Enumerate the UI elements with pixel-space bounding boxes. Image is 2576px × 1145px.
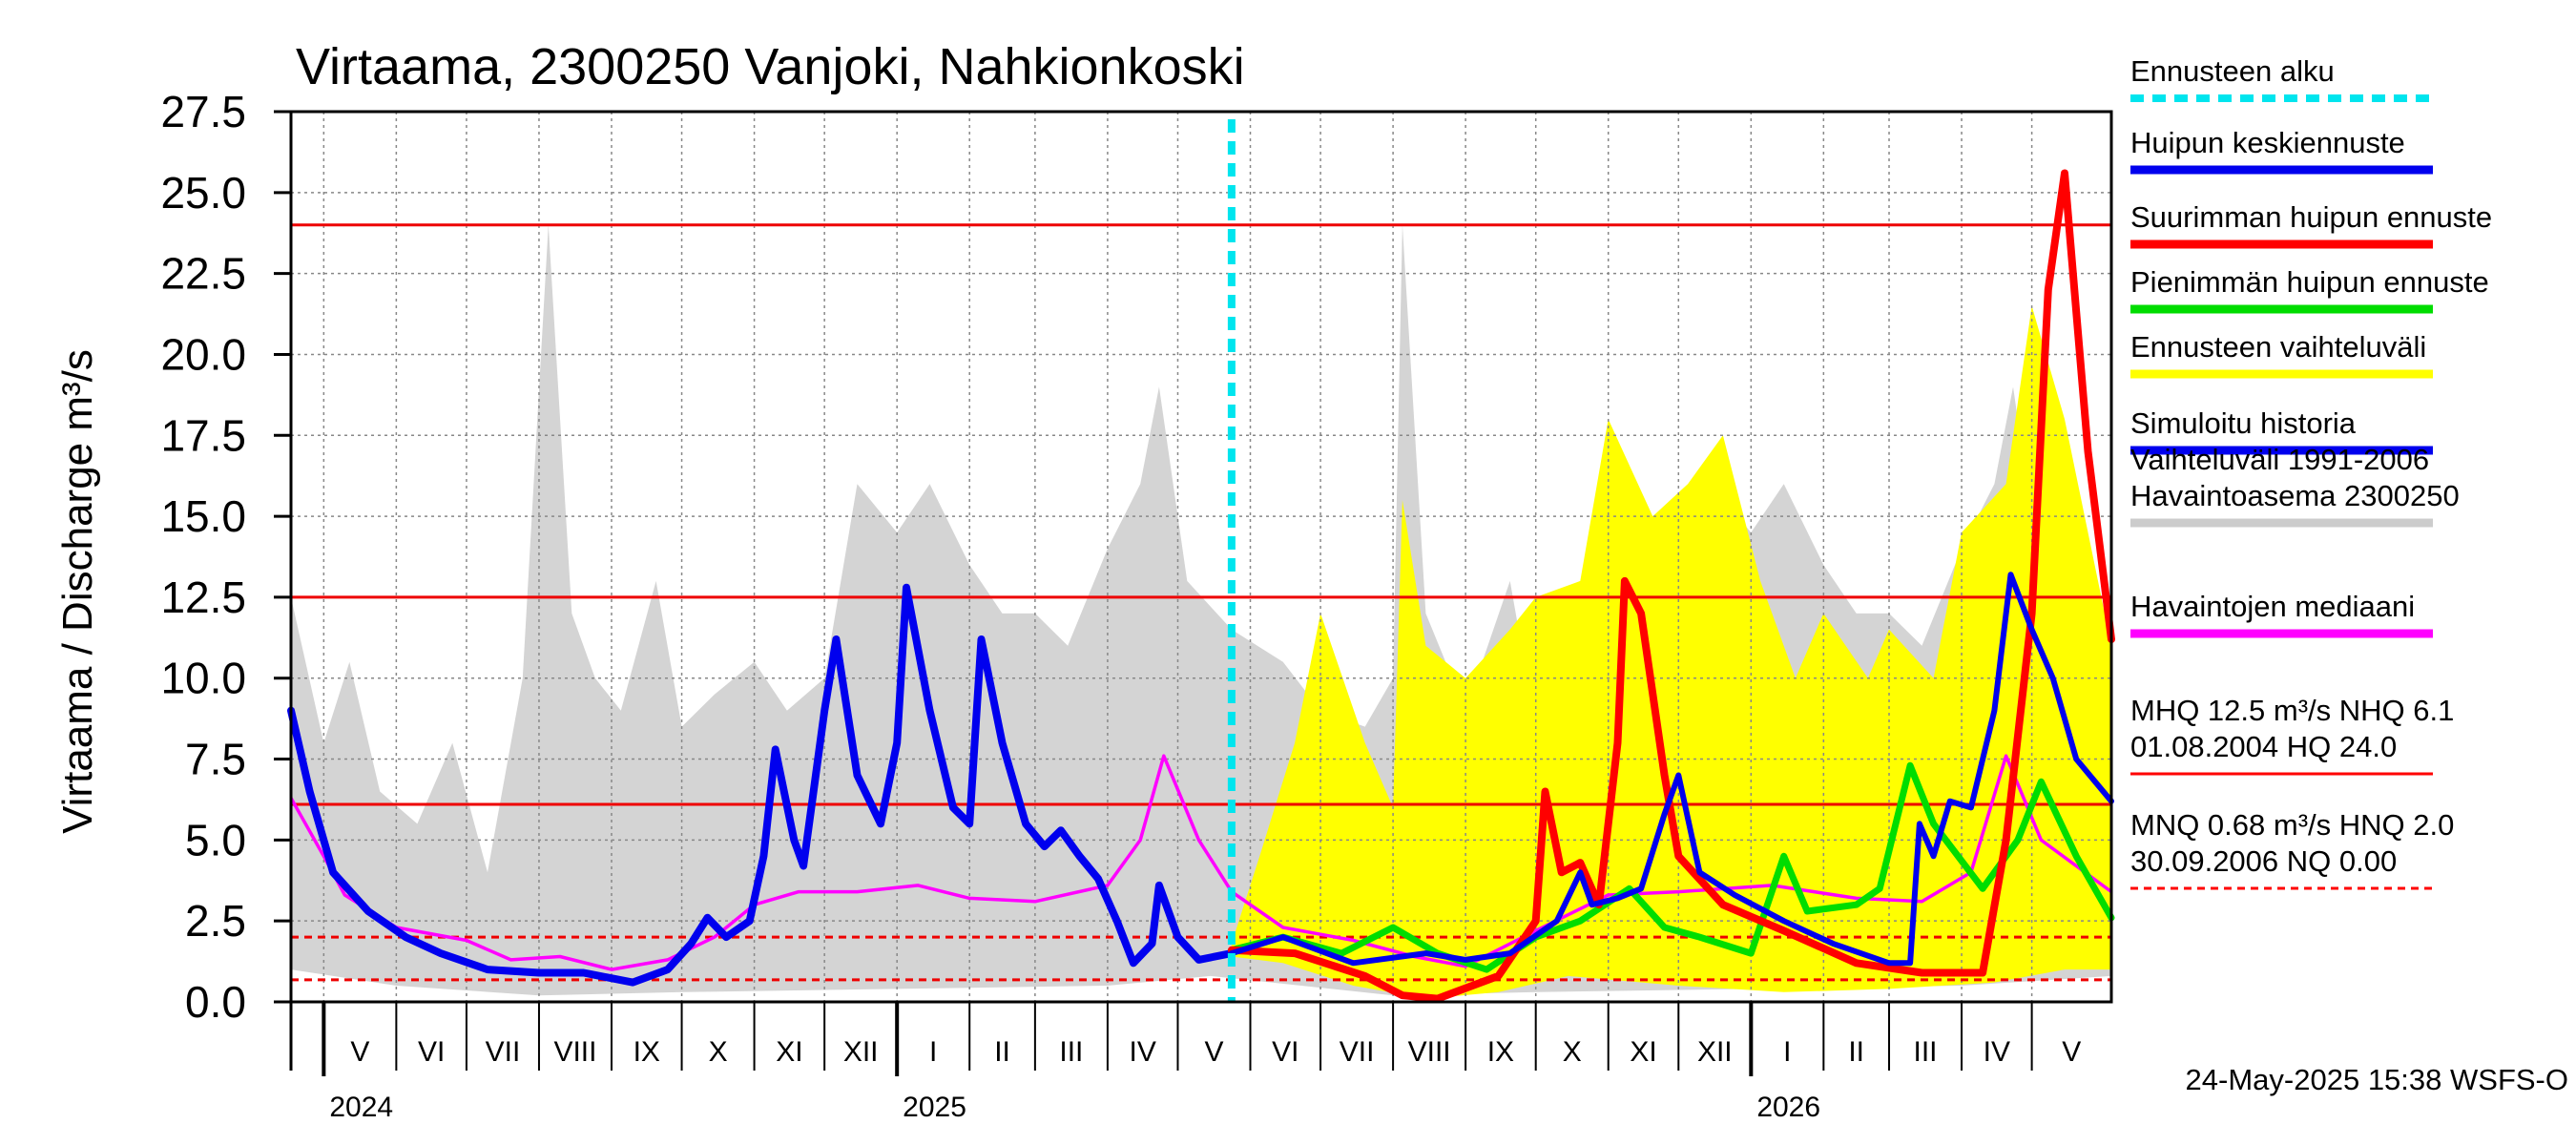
month-label: IV — [1130, 1036, 1156, 1068]
month-label: XII — [1697, 1036, 1733, 1068]
min-peak-forecast-line — [1228, 761, 2115, 973]
legend-label: Vaihteluväli 1991-2006 — [2130, 443, 2429, 476]
y-tick-label: 0.0 — [185, 977, 246, 1027]
legend-label: MHQ 12.5 m³/s NHQ 6.1 — [2130, 694, 2454, 727]
month-label: VII — [486, 1036, 521, 1068]
y-tick-label: 7.5 — [185, 735, 246, 784]
y-tick-label: 15.0 — [160, 491, 246, 541]
month-label: XI — [1630, 1036, 1656, 1068]
month-label: II — [994, 1036, 1010, 1068]
legend-label: Simuloitu historia — [2130, 406, 2357, 440]
legend-label: 01.08.2004 HQ 24.0 — [2130, 730, 2397, 763]
month-label: V — [1204, 1036, 1223, 1068]
month-label: IX — [634, 1036, 660, 1068]
month-label: III — [1914, 1036, 1938, 1068]
y-tick-label: 25.0 — [160, 168, 246, 218]
month-label: V — [2062, 1036, 2081, 1068]
y-tick-label: 17.5 — [160, 410, 246, 460]
y-tick-label: 22.5 — [160, 249, 246, 299]
month-label: X — [709, 1036, 728, 1068]
month-label: VI — [1272, 1036, 1298, 1068]
y-tick-label: 27.5 — [160, 87, 246, 136]
y-tick-label: 2.5 — [185, 896, 246, 946]
year-label: 2025 — [903, 1092, 966, 1123]
y-tick-label: 5.0 — [185, 815, 246, 864]
month-label: II — [1848, 1036, 1864, 1068]
month-label: I — [1783, 1036, 1791, 1068]
legend-label: MNQ 0.68 m³/s HNQ 2.0 — [2130, 808, 2454, 842]
month-label: IV — [1984, 1036, 2010, 1068]
footer-timestamp: 24-May-2025 15:38 WSFS-O — [2186, 1063, 2568, 1096]
chart-title: Virtaama, 2300250 Vanjoki, Nahkionkoski — [296, 38, 1245, 95]
legend-label: 30.09.2006 NQ 0.00 — [2130, 844, 2397, 878]
month-label: III — [1059, 1036, 1083, 1068]
y-axis-label: Virtaama / Discharge m³/s — [54, 349, 101, 834]
year-label: 2026 — [1756, 1092, 1820, 1123]
legend-label: Havaintojen mediaani — [2130, 590, 2415, 623]
year-label: 2024 — [329, 1092, 393, 1123]
y-tick-label: 12.5 — [160, 572, 246, 622]
legend-label: Havaintoasema 2300250 — [2130, 479, 2460, 512]
month-label: X — [1563, 1036, 1582, 1068]
month-label: XII — [843, 1036, 879, 1068]
month-label: I — [929, 1036, 937, 1068]
y-tick-label: 10.0 — [160, 654, 246, 703]
month-label: VIII — [1408, 1036, 1451, 1068]
month-label: XI — [776, 1036, 802, 1068]
month-label: VII — [1340, 1036, 1375, 1068]
month-label: VIII — [553, 1036, 596, 1068]
month-label: V — [350, 1036, 369, 1068]
legend-label: Pienimmän huipun ennuste — [2130, 265, 2489, 299]
legend-label: Ennusteen vaihteluväli — [2130, 330, 2426, 364]
month-label: VI — [418, 1036, 445, 1068]
legend-label: Suurimman huipun ennuste — [2130, 200, 2492, 234]
simulated-history-line — [287, 583, 1236, 987]
plot-frame — [289, 110, 2113, 1004]
mean-peak-forecast-line — [1228, 572, 2114, 967]
forecast-range-band — [1231, 305, 2111, 999]
legend-label: Huipun keskiennuste — [2130, 126, 2405, 159]
max-peak-forecast-line — [1227, 169, 2115, 1003]
legend-label: Ennusteen alku — [2130, 54, 2335, 88]
month-label: IX — [1487, 1036, 1514, 1068]
y-tick-label: 20.0 — [160, 329, 246, 379]
